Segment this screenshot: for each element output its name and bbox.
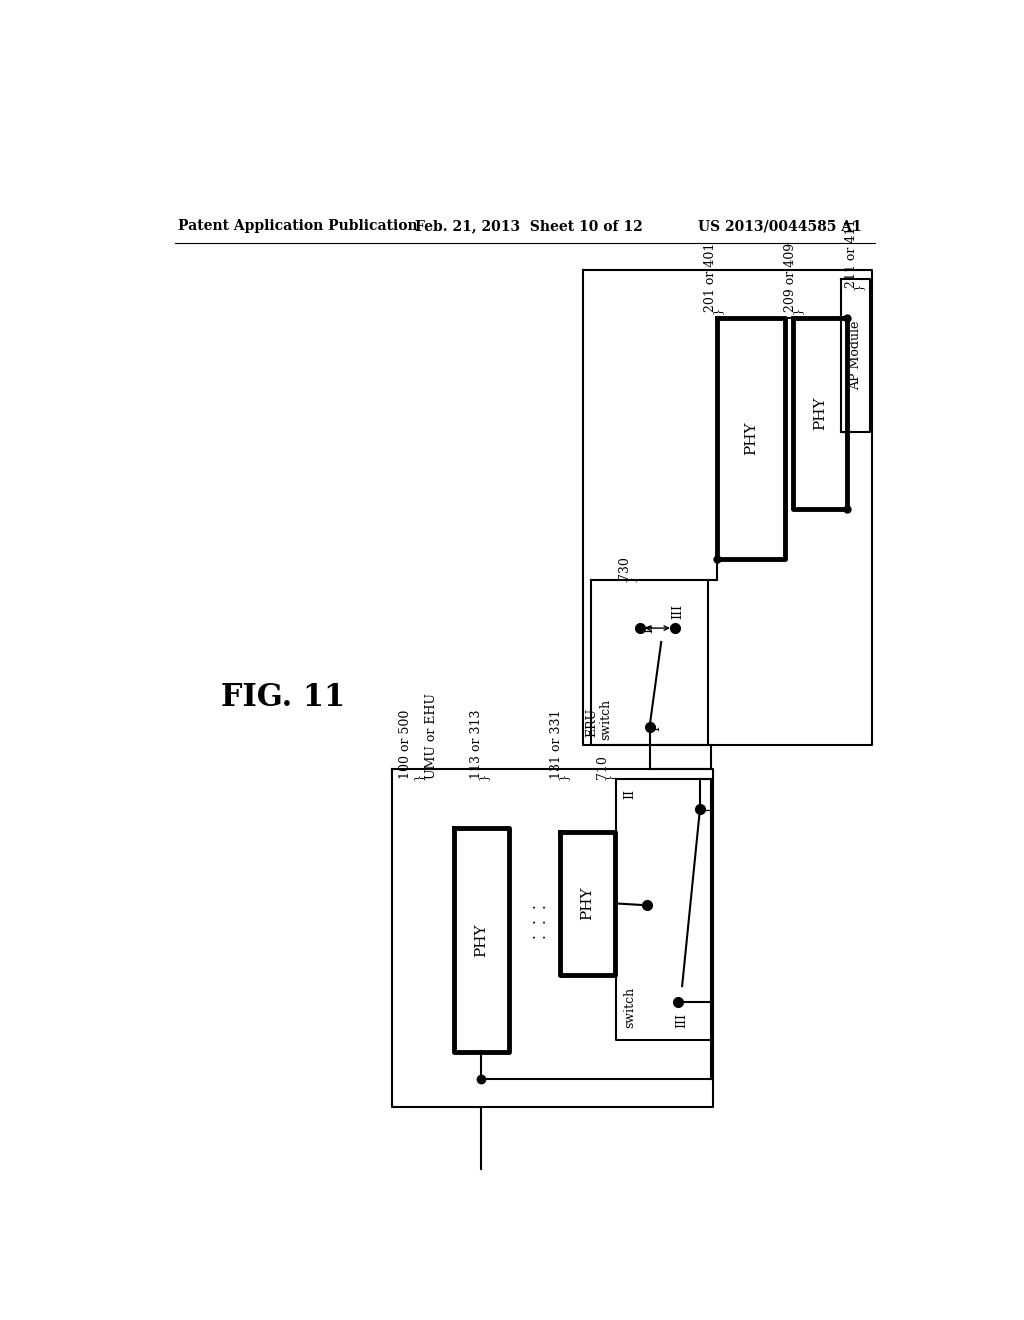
Text: }: } xyxy=(792,308,802,314)
Text: switch: switch xyxy=(600,698,612,739)
Text: }: } xyxy=(477,774,488,780)
Text: 211 or 411: 211 or 411 xyxy=(846,218,858,288)
Text: III: III xyxy=(671,603,684,619)
Text: ERU: ERU xyxy=(585,709,598,738)
Text: }: } xyxy=(625,574,636,582)
Text: II: II xyxy=(642,623,655,634)
Text: 209 or 409: 209 or 409 xyxy=(784,243,797,313)
Text: .: . xyxy=(524,903,538,908)
Text: AP Module: AP Module xyxy=(849,321,862,391)
Text: .: . xyxy=(535,919,548,923)
Text: switch: switch xyxy=(624,987,637,1028)
Text: II: II xyxy=(624,789,637,800)
Text: PHY: PHY xyxy=(581,887,595,920)
Text: 131 or 331: 131 or 331 xyxy=(550,710,563,779)
Text: .: . xyxy=(524,919,538,923)
Text: .: . xyxy=(535,903,548,908)
Text: }: } xyxy=(712,308,722,314)
Text: }: } xyxy=(604,774,614,780)
Text: Patent Application Publication: Patent Application Publication xyxy=(178,219,418,234)
Text: UMU or EHU: UMU or EHU xyxy=(425,693,438,779)
Text: PHY: PHY xyxy=(744,421,758,455)
Text: }: } xyxy=(558,774,569,780)
Text: 113 or 313: 113 or 313 xyxy=(470,710,483,779)
Text: .: . xyxy=(535,933,548,939)
Text: 710: 710 xyxy=(596,755,609,779)
Text: US 2013/0044585 A1: US 2013/0044585 A1 xyxy=(697,219,861,234)
Text: .: . xyxy=(524,933,538,939)
Text: 201 or 401: 201 or 401 xyxy=(705,243,717,313)
Text: 730: 730 xyxy=(618,557,631,581)
Text: FIG. 11: FIG. 11 xyxy=(221,682,345,713)
Text: }: } xyxy=(853,282,863,290)
Text: III: III xyxy=(676,1014,688,1028)
Text: I: I xyxy=(701,807,714,812)
Text: }: } xyxy=(414,774,424,780)
Text: 100 or 500: 100 or 500 xyxy=(399,710,412,779)
Text: PHY: PHY xyxy=(813,396,827,430)
Text: PHY: PHY xyxy=(474,923,488,957)
Text: I: I xyxy=(649,726,663,731)
Text: Feb. 21, 2013  Sheet 10 of 12: Feb. 21, 2013 Sheet 10 of 12 xyxy=(415,219,642,234)
